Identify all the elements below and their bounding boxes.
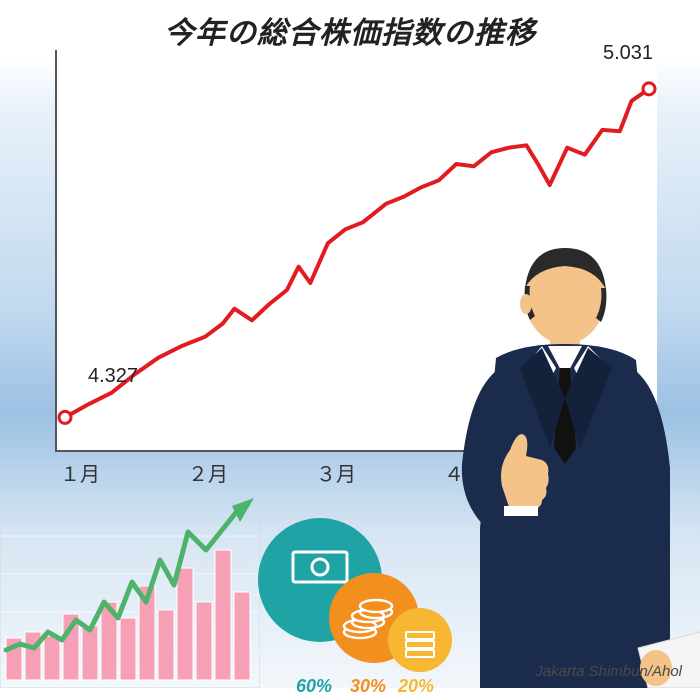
svg-text:60%: 60%	[296, 676, 332, 696]
x-label-2: ２月	[188, 458, 228, 487]
chart-title: 今年の総合株価指数の推移	[164, 8, 536, 52]
x-label-3: ３月	[316, 458, 356, 487]
x-label-1: １月	[60, 458, 100, 487]
bottom-left-chart	[0, 498, 260, 688]
attribution-text: Jakarta Shimbun/Ahol	[535, 663, 682, 680]
value-start-label: 4.327	[88, 365, 138, 388]
value-end-label: 5.031	[603, 42, 653, 65]
businessman-illustration	[400, 228, 700, 688]
svg-text:30%: 30%	[350, 676, 386, 696]
